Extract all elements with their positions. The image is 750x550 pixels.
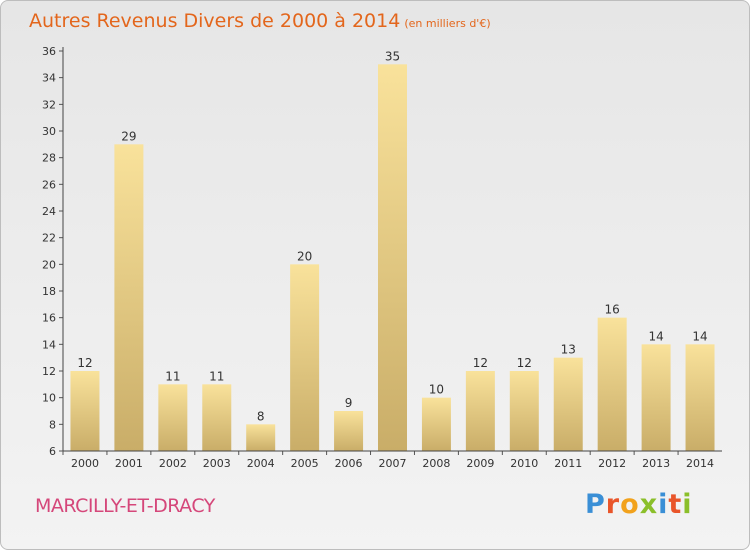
data-label-2012: 16 — [605, 303, 620, 317]
logo-letter: i — [682, 489, 693, 520]
data-label-2013: 14 — [648, 329, 663, 343]
bar-2004 — [246, 424, 276, 451]
data-label-2005: 20 — [297, 249, 312, 263]
data-label-2002: 11 — [165, 369, 180, 383]
y-tick-label: 8 — [49, 418, 56, 431]
y-tick-label: 10 — [42, 392, 56, 405]
x-tick-label: 2009 — [466, 457, 494, 470]
logo-letter: r — [605, 489, 621, 520]
data-label-2008: 10 — [429, 383, 444, 397]
data-label-2003: 11 — [209, 369, 224, 383]
commune-name: MARCILLY-ET-DRACY — [35, 495, 215, 517]
data-label-2001: 29 — [121, 129, 136, 143]
x-tick-label: 2003 — [203, 457, 231, 470]
bar-2002 — [158, 384, 188, 451]
bar-2008 — [421, 397, 451, 451]
y-tick-label: 6 — [49, 445, 56, 458]
data-label-2006: 9 — [345, 396, 353, 410]
y-tick-label: 14 — [42, 338, 56, 351]
x-tick-label: 2002 — [159, 457, 187, 470]
x-tick-label: 2014 — [686, 457, 714, 470]
bar-2012 — [597, 317, 627, 451]
logo-letter: o — [620, 489, 640, 520]
data-label-2011: 13 — [561, 343, 576, 357]
y-tick-label: 20 — [42, 258, 56, 271]
y-tick-label: 24 — [42, 205, 56, 218]
y-tick-label: 26 — [42, 178, 56, 191]
x-tick-label: 2001 — [115, 457, 143, 470]
x-tick-label: 2007 — [379, 457, 407, 470]
bar-2014 — [685, 344, 715, 451]
chart-title-text: Autres Revenus Divers de 2000 à 2014 — [29, 10, 401, 32]
x-tick-label: 2011 — [554, 457, 582, 470]
y-tick-label: 32 — [42, 98, 56, 111]
data-label-2009: 12 — [473, 356, 488, 370]
y-tick-label: 34 — [42, 72, 56, 85]
bar-2013 — [641, 344, 671, 451]
data-label-2007: 35 — [385, 49, 400, 63]
y-tick-label: 30 — [42, 125, 56, 138]
bar-2009 — [465, 371, 495, 451]
bar-2007 — [378, 64, 407, 452]
bar-2000 — [70, 371, 100, 451]
x-tick-label: 2005 — [291, 457, 319, 470]
unit-label: (en milliers d'€) — [404, 17, 491, 30]
y-tick-label: 18 — [42, 285, 56, 298]
y-tick-label: 12 — [42, 365, 56, 378]
y-tick-label: 28 — [42, 152, 56, 165]
bar-2011 — [553, 357, 583, 451]
bar-2001 — [114, 144, 144, 452]
x-tick-label: 2010 — [510, 457, 538, 470]
x-tick-label: 2006 — [335, 457, 363, 470]
bar-2010 — [509, 371, 539, 451]
bar-2006 — [334, 411, 364, 451]
x-tick-label: 2000 — [71, 457, 99, 470]
bar-2005 — [290, 264, 320, 451]
x-tick-label: 2012 — [598, 457, 626, 470]
y-tick-label: 22 — [42, 232, 56, 245]
data-label-2000: 12 — [77, 356, 92, 370]
logo-letter: P — [585, 489, 606, 520]
data-label-2004: 8 — [257, 409, 265, 423]
x-tick-label: 2008 — [422, 457, 450, 470]
data-label-2014: 14 — [692, 329, 707, 343]
y-tick-label: 36 — [42, 45, 56, 58]
y-tick-label: 16 — [42, 312, 56, 325]
chart-title: Autres Revenus Divers de 2000 à 2014 (en … — [29, 10, 491, 32]
x-tick-label: 2013 — [642, 457, 670, 470]
proxiti-logo: Proxiti — [585, 489, 693, 520]
data-label-2010: 12 — [517, 356, 532, 370]
logo-letter: i — [658, 489, 669, 520]
logo-letter: t — [668, 489, 683, 520]
logo-letter: x — [639, 489, 659, 520]
bar-2003 — [202, 384, 232, 451]
x-tick-label: 2004 — [247, 457, 275, 470]
